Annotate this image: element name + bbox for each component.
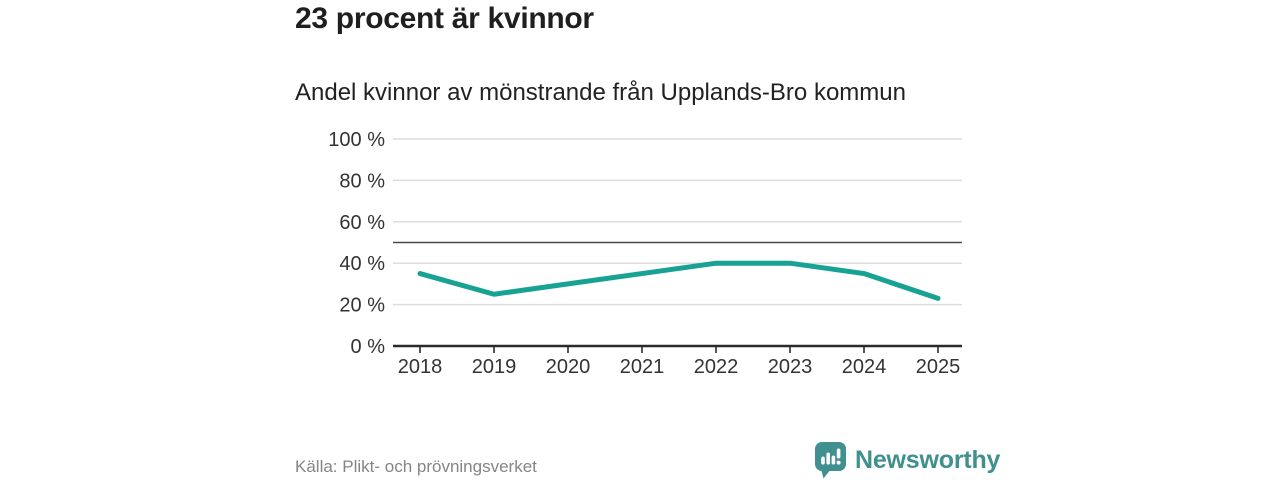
- x-tick-label: 2022: [694, 356, 739, 378]
- y-tick-label: 60 %: [339, 212, 385, 234]
- x-tick-label: 2019: [472, 356, 517, 378]
- y-tick-label: 40 %: [339, 253, 385, 275]
- newsworthy-logo: Newsworthy: [813, 441, 1000, 479]
- newsworthy-wordmark: Newsworthy: [855, 445, 1001, 474]
- y-tick-label: 20 %: [339, 295, 385, 317]
- chart-title: 23 procent är kvinnor: [295, 2, 594, 35]
- x-tick-label: 2023: [768, 356, 813, 378]
- data-line-andel-kvinnor: [417, 260, 941, 301]
- source-note: Källa: Plikt- och prövningsverket: [295, 457, 537, 476]
- x-tick-label: 2020: [546, 356, 591, 378]
- x-tick-label: 2018: [398, 356, 443, 378]
- newsworthy-bubble-chart-icon: [815, 442, 846, 479]
- y-tick-label: 100 %: [328, 129, 385, 151]
- x-tick-label: 2025: [916, 356, 961, 378]
- line-chart: 0 % 20 % 40 % 60 % 80 % 100 % 2018 2019 2020 2021…: [328, 129, 962, 378]
- x-tick-label: 2024: [842, 356, 887, 378]
- y-tick-label: 0 %: [351, 336, 386, 358]
- chart-subtitle: Andel kvinnor av mönstrande från Uppland…: [295, 79, 906, 106]
- x-tick-label: 2021: [620, 356, 665, 378]
- line-chart-area: 0 % 20 % 40 % 60 % 80 % 100 % 2018 2019 2020 2021…: [295, 125, 985, 405]
- y-tick-label: 80 %: [339, 170, 385, 192]
